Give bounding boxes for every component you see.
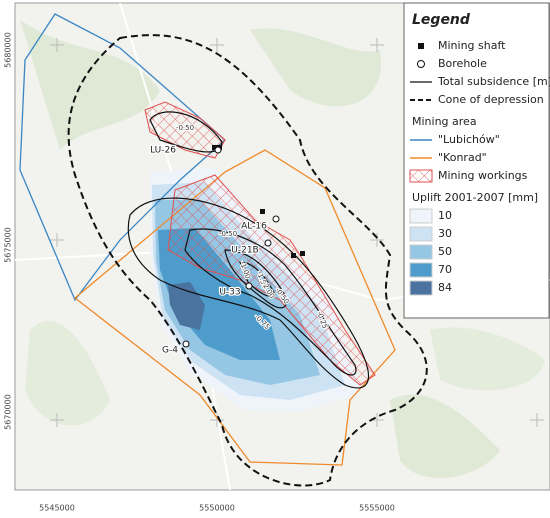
lubichow-area xyxy=(19,13,226,302)
legend-label: Cone of depression xyxy=(438,93,544,106)
legend-uplift-label: 84 xyxy=(438,281,452,294)
x-coord-label: 5550000 xyxy=(199,504,235,513)
borehole-label: LU-26 xyxy=(150,146,176,156)
borehole xyxy=(182,340,190,348)
legend-label: Borehole xyxy=(438,57,487,70)
x-coord-label: 5555000 xyxy=(359,504,395,513)
borehole-label: G-4 xyxy=(162,346,178,356)
legend-uplift-swatch xyxy=(409,244,433,260)
legend-workings xyxy=(409,169,433,183)
contour-label: -0.50 xyxy=(176,124,194,132)
legend-uplift-label: 10 xyxy=(438,209,452,222)
y-coord-label: 5675000 xyxy=(4,227,13,263)
legend-section: Uplift 2001-2007 [mm] xyxy=(412,191,538,204)
legend-label: "Lubichów" xyxy=(438,133,500,146)
borehole-label: U-21B xyxy=(231,246,258,256)
legend-uplift-swatch xyxy=(409,262,433,278)
borehole-label: AL-16 xyxy=(241,222,267,232)
borehole-label: U-33 xyxy=(219,288,240,298)
legend-label: Mining shaft xyxy=(438,39,506,52)
basemap: LU-26AL-16U-21BU-33G-4-0.50-0.50-1.00-1.… xyxy=(15,3,550,490)
legend-label: "Konrad" xyxy=(438,151,487,164)
legend-uplift-label: 30 xyxy=(438,227,452,240)
legend-uplift-swatch xyxy=(409,280,433,296)
legend-label: Mining workings xyxy=(438,169,528,182)
cone-of-depression xyxy=(67,34,428,487)
legend-uplift-swatch xyxy=(409,226,433,242)
y-coord-label: 5670000 xyxy=(4,394,13,430)
borehole xyxy=(245,282,253,290)
borehole xyxy=(214,146,222,154)
legend-shaft xyxy=(418,43,424,49)
borehole xyxy=(264,239,272,247)
borehole xyxy=(272,215,280,223)
legend-section: Mining area xyxy=(412,115,477,128)
y-coord-label: 5680000 xyxy=(4,32,13,68)
legend-label: Total subsidence [m] xyxy=(437,75,550,88)
legend-uplift-label: 70 xyxy=(438,263,452,276)
x-coord-label: 5545000 xyxy=(39,504,75,513)
legend-borehole xyxy=(417,60,425,68)
legend-uplift-label: 50 xyxy=(438,245,452,258)
legend-uplift-swatch xyxy=(409,208,433,224)
subsidence-contours xyxy=(127,111,370,389)
contour-label: -0.50 xyxy=(219,230,237,238)
legend-title: Legend xyxy=(412,12,471,28)
